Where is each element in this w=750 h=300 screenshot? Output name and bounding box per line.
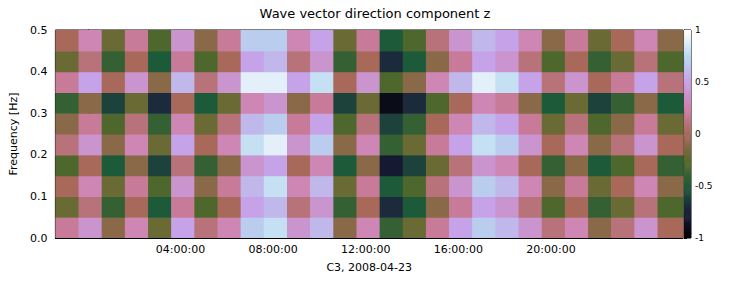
svg-text:12:00:00: 12:00:00 xyxy=(341,243,390,256)
svg-text:1: 1 xyxy=(695,25,701,35)
svg-text:0.1: 0.1 xyxy=(30,190,48,203)
svg-text:0.4: 0.4 xyxy=(30,65,48,78)
svg-text:08:00:00: 08:00:00 xyxy=(248,243,297,256)
svg-text:20:00:00: 20:00:00 xyxy=(526,243,575,256)
svg-text:0.5: 0.5 xyxy=(695,77,709,87)
svg-text:Frequency [Hz]: Frequency [Hz] xyxy=(7,93,20,176)
svg-text:0.3: 0.3 xyxy=(30,107,48,120)
svg-text:0.5: 0.5 xyxy=(30,24,48,37)
svg-text:-0.5: -0.5 xyxy=(695,181,713,191)
svg-text:-1: -1 xyxy=(695,233,704,243)
svg-text:04:00:00: 04:00:00 xyxy=(156,243,205,256)
svg-text:0.2: 0.2 xyxy=(30,148,48,161)
svg-text:C3, 2008-04-23: C3, 2008-04-23 xyxy=(326,261,412,274)
svg-text:Wave vector direction componen: Wave vector direction component z xyxy=(260,6,491,21)
svg-text:0: 0 xyxy=(695,129,701,139)
svg-text:0.0: 0.0 xyxy=(30,232,48,245)
svg-text:16:00:00: 16:00:00 xyxy=(434,243,483,256)
